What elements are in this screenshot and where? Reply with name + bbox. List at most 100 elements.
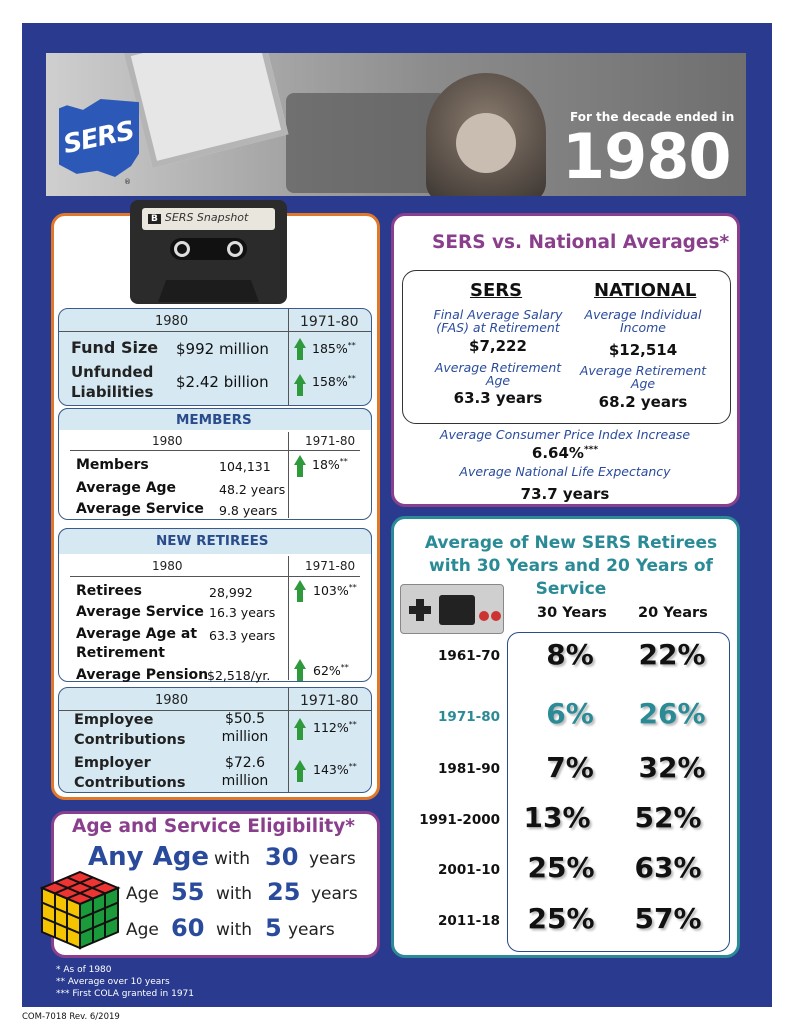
- unfunded-value: $2.42 billion: [176, 373, 269, 391]
- retirees-value: 28,992: [209, 585, 253, 600]
- elig-with-2: with: [216, 884, 253, 904]
- sers-logo: SERS: [59, 99, 139, 177]
- up-arrow-icon: [294, 455, 306, 477]
- retirees-avg-age-value: 63.3 years: [209, 628, 276, 643]
- elig-with-3: with: [216, 920, 253, 940]
- comparison-box: [402, 270, 731, 424]
- cassette-label: B SERS Snapshot: [142, 208, 275, 230]
- any-age: Any Age: [88, 842, 209, 872]
- up-arrow-icon: [294, 338, 306, 360]
- contrib-col1: 1980: [155, 693, 189, 708]
- footnote-1: * As of 1980: [56, 965, 112, 975]
- nat-ret-age-value: 68.2 years: [598, 393, 688, 411]
- percent-box: [507, 632, 730, 952]
- national-averages-panel: [391, 213, 740, 507]
- fas-value: $7,222: [469, 337, 527, 355]
- members-avg-age-value: 48.2 years: [219, 482, 286, 497]
- elig-with-1: with: [214, 849, 251, 869]
- up-arrow-icon: [294, 718, 306, 740]
- employer-contrib-value: $72.6 million: [221, 755, 269, 789]
- members-avg-service-label: Average Service: [76, 501, 204, 517]
- elig-age-55: 55: [171, 878, 205, 906]
- income-value: $12,514: [608, 341, 678, 359]
- retirees-avg-age-label: Average Age at Retirement: [76, 626, 198, 661]
- members-col2: 1971-80: [305, 434, 356, 448]
- contributions-box: [58, 687, 372, 793]
- employee-contrib-label: Employee Contributions: [74, 712, 186, 748]
- decade-label: For the decade ended in: [570, 110, 735, 124]
- fas-label: Final Average Salary (FAS) at Retirement: [433, 307, 563, 335]
- period-1991-2000: 1991-2000: [419, 812, 500, 828]
- pct30-1961-70: 8%: [546, 638, 594, 671]
- period-1971-80: 1971-80: [438, 709, 500, 725]
- up-arrow-icon: [294, 374, 306, 396]
- sers-ret-age-label: Average Retirement Age: [434, 360, 562, 388]
- retirees-avg-pension-value: $2,518/yr.: [207, 668, 271, 683]
- elig-unit-2: years: [311, 884, 358, 904]
- fund-size-pct: 185%**: [312, 341, 356, 357]
- game-controller-icon: [400, 584, 504, 634]
- period-1961-70: 1961-70: [438, 648, 500, 664]
- pct20-1971-80: 26%: [638, 697, 706, 730]
- pct30-1971-80: 6%: [546, 697, 594, 730]
- unfunded-label: Unfunded Liabilities: [71, 363, 154, 401]
- up-arrow-icon: [294, 760, 306, 782]
- pct20-2011-18: 57%: [634, 902, 702, 935]
- employee-contrib-value: $50.5 million: [221, 711, 269, 745]
- retirees-col2: 1971-80: [305, 559, 356, 573]
- retirees-pct: 103%**: [313, 583, 357, 599]
- pension-pct: 62%**: [313, 663, 349, 679]
- life-label: Average National Life Expectancy: [459, 464, 671, 479]
- pct30-2011-18: 25%: [527, 902, 595, 935]
- elig-years-30: 30: [265, 843, 299, 871]
- members-label: Members: [76, 457, 149, 473]
- pct30-2001-10: 25%: [527, 851, 595, 884]
- unfunded-pct: 158%**: [312, 374, 356, 390]
- registered-mark: ®: [124, 178, 131, 186]
- elig-unit-1: years: [309, 849, 356, 869]
- eligibility-title: Age and Service Eligibility*: [72, 816, 355, 837]
- elig-age-prefix-3: Age: [126, 920, 159, 940]
- footnote-3: *** First COLA granted in 1971: [56, 989, 195, 999]
- pct20-1981-90: 32%: [638, 751, 706, 784]
- up-arrow-icon: [294, 580, 306, 602]
- col-20-years: 20 Years: [638, 605, 708, 621]
- retirees-label: Retirees: [76, 583, 142, 599]
- pct30-1981-90: 7%: [546, 751, 594, 784]
- pct20-1961-70: 22%: [638, 638, 706, 671]
- period-2011-18: 2011-18: [438, 913, 500, 929]
- fund-col2: 1971-80: [300, 314, 359, 330]
- fund-box: [58, 308, 372, 406]
- document-code: COM-7018 Rev. 6/2019: [22, 1012, 120, 1022]
- fund-col1: 1980: [155, 314, 189, 329]
- retirees-avg-service-value: 16.3 years: [209, 605, 276, 620]
- service-title: Average of New SERS Retirees with 30 Yea…: [424, 533, 718, 599]
- members-value: 104,131: [219, 459, 271, 474]
- members-col1: 1980: [152, 434, 183, 448]
- elig-unit-3: years: [288, 920, 335, 940]
- rubiks-cube-icon: [39, 870, 121, 950]
- pct30-1991-2000: 13%: [523, 801, 591, 834]
- employer-contrib-label: Employer Contributions: [74, 755, 186, 791]
- retirees-col1: 1980: [152, 559, 183, 573]
- elig-age-prefix-2: Age: [126, 884, 159, 904]
- cassette-icon: B SERS Snapshot: [130, 200, 287, 304]
- nat-ret-age-label: Average Retirement Age: [579, 363, 707, 391]
- fund-size-label: Fund Size: [71, 338, 159, 357]
- members-avg-service-value: 9.8 years: [219, 503, 278, 518]
- pct20-2001-10: 63%: [634, 851, 702, 884]
- sers-ret-age-value: 63.3 years: [453, 389, 543, 407]
- income-label: Average Individual Income: [584, 307, 702, 335]
- elig-years-5: 5: [265, 914, 282, 942]
- elig-age-60: 60: [171, 914, 205, 942]
- members-avg-age-label: Average Age: [76, 480, 177, 496]
- members-title: MEMBERS: [176, 412, 252, 428]
- cpi-value: 6.64%***: [531, 444, 599, 462]
- period-2001-10: 2001-10: [438, 862, 500, 878]
- retirees-avg-service-label: Average Service: [76, 604, 204, 620]
- members-pct: 18%**: [312, 457, 348, 473]
- employer-contrib-pct: 143%**: [313, 762, 357, 778]
- employee-contrib-pct: 112%**: [313, 720, 357, 736]
- decade-year: 1980: [562, 120, 732, 193]
- header-banner: [46, 53, 746, 196]
